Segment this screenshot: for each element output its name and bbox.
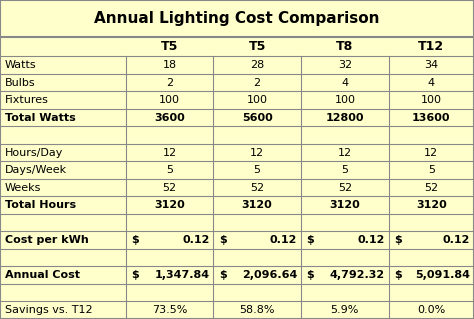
- Text: 12: 12: [250, 148, 264, 158]
- Text: $: $: [219, 270, 227, 280]
- Text: 3120: 3120: [154, 200, 185, 210]
- Text: Total Hours: Total Hours: [5, 200, 76, 210]
- Text: 0.0%: 0.0%: [417, 305, 446, 315]
- Text: 0.12: 0.12: [357, 235, 385, 245]
- Text: 52: 52: [424, 183, 438, 193]
- Text: $: $: [307, 235, 314, 245]
- Text: 100: 100: [246, 95, 268, 105]
- Text: T12: T12: [418, 40, 445, 53]
- Text: 1,347.84: 1,347.84: [155, 270, 210, 280]
- Text: Fixtures: Fixtures: [5, 95, 49, 105]
- Text: 52: 52: [250, 183, 264, 193]
- Text: 5: 5: [254, 165, 261, 175]
- Text: $: $: [131, 235, 139, 245]
- Text: T5: T5: [248, 40, 266, 53]
- Text: 12: 12: [424, 148, 438, 158]
- Text: Weeks: Weeks: [5, 183, 41, 193]
- Text: 3600: 3600: [154, 113, 185, 123]
- Text: 18: 18: [163, 60, 176, 70]
- Text: 12800: 12800: [326, 113, 364, 123]
- Text: 3120: 3120: [329, 200, 360, 210]
- Text: $: $: [307, 270, 314, 280]
- Text: 100: 100: [334, 95, 356, 105]
- Text: 5: 5: [428, 165, 435, 175]
- Text: Days/Week: Days/Week: [5, 165, 67, 175]
- Text: $: $: [131, 270, 139, 280]
- Text: 52: 52: [163, 183, 176, 193]
- Text: 100: 100: [421, 95, 442, 105]
- Text: $: $: [219, 235, 227, 245]
- Text: 5.9%: 5.9%: [331, 305, 359, 315]
- Text: 4: 4: [428, 78, 435, 88]
- Text: T8: T8: [336, 40, 354, 53]
- Text: 3120: 3120: [242, 200, 273, 210]
- Text: 0.12: 0.12: [270, 235, 297, 245]
- Text: Watts: Watts: [5, 60, 36, 70]
- Text: 100: 100: [159, 95, 180, 105]
- Text: 4,792.32: 4,792.32: [330, 270, 385, 280]
- Text: 3120: 3120: [416, 200, 447, 210]
- Text: Cost per kWh: Cost per kWh: [5, 235, 89, 245]
- Text: 2: 2: [254, 78, 261, 88]
- Text: 0.12: 0.12: [182, 235, 210, 245]
- Text: 34: 34: [424, 60, 438, 70]
- Text: 0.12: 0.12: [443, 235, 470, 245]
- Text: 5600: 5600: [242, 113, 273, 123]
- Text: Hours/Day: Hours/Day: [5, 148, 63, 158]
- Text: 32: 32: [338, 60, 352, 70]
- Text: Bulbs: Bulbs: [5, 78, 36, 88]
- Text: 2: 2: [166, 78, 173, 88]
- Text: 2,096.64: 2,096.64: [242, 270, 297, 280]
- Text: Annual Lighting Cost Comparison: Annual Lighting Cost Comparison: [94, 11, 380, 26]
- Text: 73.5%: 73.5%: [152, 305, 187, 315]
- Text: 5: 5: [341, 165, 348, 175]
- Text: Annual Cost: Annual Cost: [5, 270, 80, 280]
- Text: T5: T5: [161, 40, 178, 53]
- Text: 12: 12: [163, 148, 176, 158]
- Text: 5,091.84: 5,091.84: [415, 270, 470, 280]
- Text: Savings vs. T12: Savings vs. T12: [5, 305, 92, 315]
- Text: 12: 12: [338, 148, 352, 158]
- Text: 5: 5: [166, 165, 173, 175]
- Text: Total Watts: Total Watts: [5, 113, 75, 123]
- Text: 58.8%: 58.8%: [239, 305, 275, 315]
- Text: 13600: 13600: [412, 113, 451, 123]
- Text: $: $: [394, 235, 402, 245]
- Text: 28: 28: [250, 60, 264, 70]
- Text: $: $: [394, 270, 402, 280]
- Text: 4: 4: [341, 78, 348, 88]
- Text: 52: 52: [338, 183, 352, 193]
